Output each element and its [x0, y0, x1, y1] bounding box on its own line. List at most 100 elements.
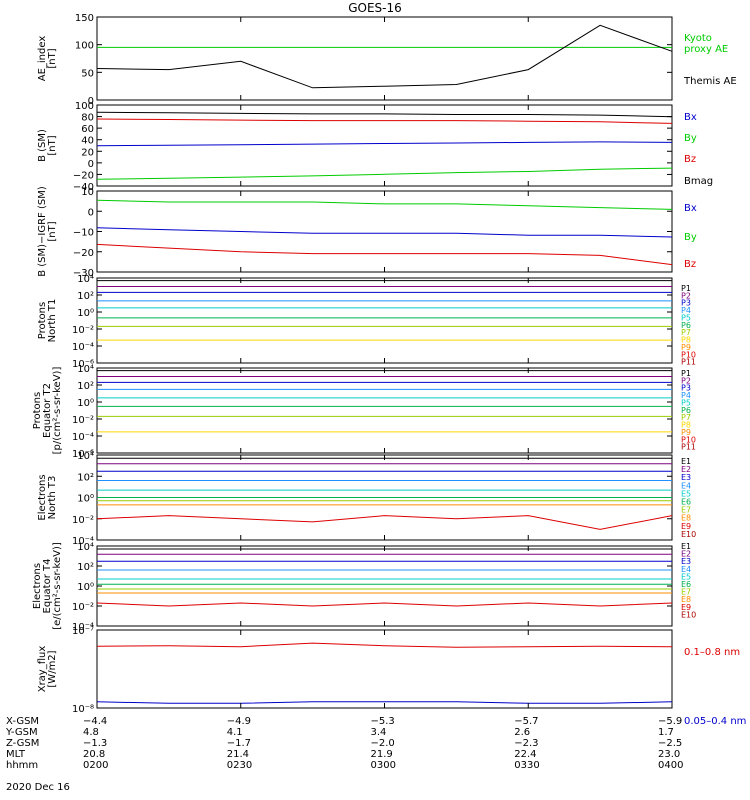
footer-row-label: hhmm	[6, 760, 39, 771]
y-tick-label: 10⁻⁸	[72, 704, 94, 715]
series-line	[96, 602, 673, 607]
series-label: P6	[681, 406, 691, 415]
panel-frame	[96, 277, 673, 364]
series-label: E1	[681, 542, 691, 551]
y-axis-label: Protons	[37, 302, 48, 339]
series-label: P8	[681, 421, 691, 430]
chart-title: GOES-16	[348, 1, 402, 15]
y-tick-label: 10⁻²	[72, 325, 94, 336]
y-axis-label: Xray_flux	[37, 646, 48, 693]
y-tick-label: 10⁴	[77, 451, 94, 462]
y-axis-label: [nT]	[47, 221, 58, 241]
panel-frame	[96, 190, 673, 273]
series-label: E1	[681, 457, 691, 466]
footer-value: 2.6	[514, 727, 531, 738]
y-tick-label: 10⁰	[77, 308, 94, 319]
y-axis-label: Electrons	[32, 563, 43, 609]
y-tick-label: 10⁻⁴	[72, 432, 94, 443]
series-line	[96, 701, 673, 704]
series-line	[96, 141, 673, 147]
y-tick-label: 60	[81, 124, 94, 135]
y-axis-label: Equator T4	[42, 559, 53, 614]
y-tick-label: 10⁻⁶	[72, 359, 94, 370]
footer-value: −2.0	[370, 738, 395, 749]
footer-value: −1.7	[226, 738, 252, 749]
y-tick-label: 10⁻⁶	[72, 449, 94, 460]
series-label: P3	[681, 384, 691, 393]
series-label: Themis AE	[683, 76, 737, 87]
series-label: P7	[681, 413, 691, 422]
series-label: 0.1–0.8 nm	[684, 647, 740, 658]
footer-value: 0330	[514, 760, 540, 771]
series-label: P10	[681, 350, 696, 359]
series-label: P4	[681, 306, 691, 315]
footer-value: −4.9	[226, 716, 252, 727]
series-label: E8	[681, 595, 691, 604]
y-tick-label: 80	[81, 113, 94, 124]
y-tick-label: −10	[73, 228, 94, 239]
footer-value: −4.4	[83, 716, 108, 727]
footer-row-label: Y-GSM	[6, 727, 38, 738]
y-axis-label: [nT]	[47, 48, 58, 68]
series-label: E5	[681, 489, 691, 498]
series-label: P11	[681, 358, 696, 367]
footer-value: 0200	[83, 760, 109, 771]
footer-date: 2020 Dec 16	[6, 782, 70, 793]
series-label: E7	[681, 588, 691, 597]
panel-frame	[96, 367, 673, 454]
series-line	[96, 515, 673, 530]
series-label: P2	[681, 291, 691, 300]
y-tick-label: 100	[75, 41, 94, 52]
y-tick-label: 10⁻⁴	[72, 536, 94, 547]
y-tick-label: 10⁰	[77, 494, 94, 505]
series-label: P7	[681, 328, 691, 337]
y-tick-label: −40	[73, 182, 94, 193]
y-axis-label: B (SM)	[37, 129, 48, 162]
footer-row-label: MLT	[6, 749, 25, 760]
series-label: E4	[681, 481, 691, 490]
y-tick-label: −20	[73, 248, 94, 259]
y-tick-label: −30	[73, 268, 94, 279]
y-tick-label: 10⁰	[77, 582, 94, 593]
series-label: 0.05–0.4 nm	[684, 716, 746, 727]
series-label: E9	[681, 603, 691, 612]
footer-value: 0300	[370, 760, 396, 771]
y-tick-label: 10²	[77, 381, 94, 392]
series-line	[96, 227, 673, 238]
footer-value: 0230	[226, 760, 253, 771]
footer-row-label: X-GSM	[6, 716, 40, 727]
series-label: Bx	[684, 203, 697, 214]
y-tick-label: 10⁻⁷	[72, 626, 94, 637]
y-axis-label: [p/(cm²-s-sr-keV)]	[52, 367, 63, 455]
footer-value: −2.5	[658, 738, 683, 749]
series-label: By	[684, 232, 697, 243]
series-label: E3	[681, 473, 691, 482]
y-axis-label: [nT]	[47, 135, 58, 155]
series-label: P4	[681, 391, 691, 400]
series-line	[96, 243, 673, 266]
panel-frame	[96, 16, 673, 101]
y-tick-label: 20	[81, 147, 94, 158]
y-axis-label: [W/m2]	[47, 650, 58, 687]
y-tick-label: 10⁴	[77, 542, 94, 553]
series-label: P5	[681, 313, 691, 322]
series-line	[96, 199, 673, 210]
orbit-footer: 2020 Dec 16 X-GSM −4.4 −4.9 −5.3 −5.7 −5.9 Y-G…	[0, 716, 750, 800]
y-axis-label: Equator T2	[42, 383, 53, 438]
series-label: P8	[681, 336, 691, 345]
series-line	[96, 167, 673, 180]
series-label: P1	[681, 284, 691, 293]
series-line	[96, 642, 673, 648]
series-label: Bz	[684, 154, 696, 165]
footer-value: −5.9	[658, 716, 683, 727]
y-axis-label: North T3	[47, 476, 58, 520]
series-label: E10	[681, 530, 696, 539]
series-label: E10	[681, 610, 696, 619]
y-tick-label: 10²	[77, 291, 94, 302]
footer-value: 1.7	[658, 727, 674, 738]
footer-value: 23.0	[658, 749, 681, 760]
y-tick-label: 10²	[77, 562, 94, 573]
panel-frame	[96, 545, 673, 627]
series-label: Bx	[684, 112, 697, 123]
series-label: P11	[681, 443, 696, 452]
